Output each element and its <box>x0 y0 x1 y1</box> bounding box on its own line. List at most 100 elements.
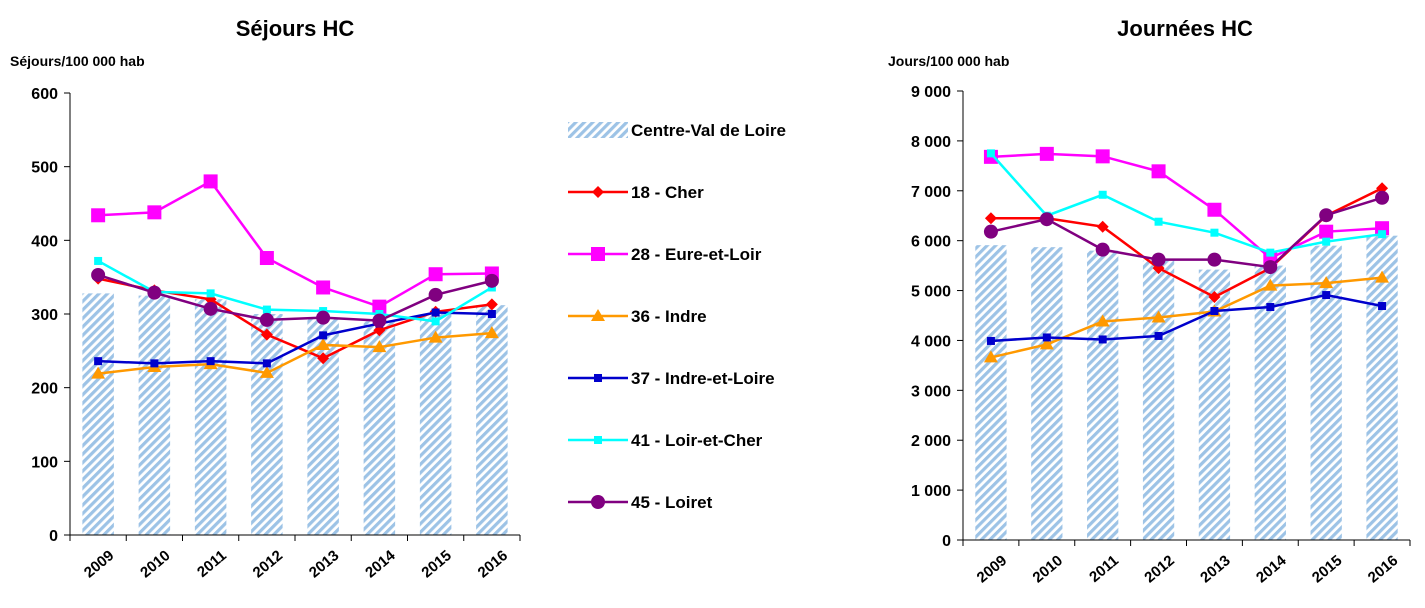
y-tick-label: 5 000 <box>911 284 951 301</box>
marker <box>91 267 106 282</box>
y-tick-label: 500 <box>31 160 58 177</box>
bar <box>1031 247 1063 540</box>
marker <box>1263 260 1278 275</box>
marker <box>1154 217 1163 226</box>
marker <box>1263 278 1278 291</box>
x-tick-label: 2013 <box>1197 552 1233 586</box>
legend-marker <box>594 374 602 382</box>
bar <box>1366 235 1398 540</box>
marker <box>1378 230 1387 239</box>
marker <box>428 287 443 302</box>
line <box>990 293 1383 343</box>
marker <box>259 251 274 266</box>
marker <box>259 365 274 378</box>
marker <box>316 310 331 325</box>
marker <box>317 352 330 365</box>
marker <box>147 205 162 220</box>
marker <box>316 337 331 350</box>
x-tick-label: 2010 <box>1030 552 1066 586</box>
bar <box>138 295 171 535</box>
marker <box>1376 182 1389 195</box>
legend-marker <box>591 495 605 509</box>
x-tick-label: 2015 <box>418 547 454 581</box>
marker <box>1095 242 1110 257</box>
x-tick-label: 2009 <box>81 547 117 581</box>
marker <box>1207 202 1222 217</box>
line <box>990 276 1383 359</box>
marker <box>91 366 106 379</box>
marker <box>147 285 162 300</box>
line <box>97 331 492 375</box>
marker <box>262 305 271 314</box>
y-tick-label: 100 <box>31 454 58 471</box>
marker <box>1042 333 1051 342</box>
x-tick-label: 2009 <box>974 552 1010 586</box>
x-tick-label: 2011 <box>194 547 230 581</box>
marker <box>984 212 997 225</box>
y-tick-label: 3 000 <box>911 383 951 400</box>
marker <box>1208 291 1221 304</box>
bar <box>975 245 1007 540</box>
legend-label: 18 - Cher <box>631 183 704 202</box>
x-tick-label: 2011 <box>1086 552 1122 586</box>
marker <box>1266 248 1275 257</box>
y-tick-label: 0 <box>49 528 58 545</box>
line <box>97 259 493 323</box>
line <box>97 273 493 322</box>
bar <box>251 314 283 535</box>
marker <box>1319 208 1334 223</box>
marker <box>1266 303 1275 312</box>
marker <box>372 340 387 353</box>
bar <box>476 305 508 535</box>
marker <box>1095 149 1110 164</box>
legend-marker <box>592 186 604 198</box>
marker <box>1151 252 1166 267</box>
marker <box>986 336 995 345</box>
y-tick-label: 0 <box>942 533 951 550</box>
marker <box>91 208 106 223</box>
bar <box>1254 265 1286 540</box>
line <box>990 152 1383 254</box>
marker <box>428 267 443 282</box>
marker <box>206 357 215 366</box>
x-tick-label: 2016 <box>475 547 511 581</box>
marker <box>262 359 271 368</box>
bar <box>1142 260 1175 540</box>
line <box>990 152 1383 260</box>
legend-marker <box>591 247 605 261</box>
legend-label: 45 - Loiret <box>631 493 713 512</box>
x-tick-label: 2016 <box>1365 552 1401 586</box>
chart-title: Journées HC <box>1117 16 1253 41</box>
y-tick-label: 9 000 <box>911 84 951 101</box>
y-axis-label: Séjours/100 000 hab <box>10 53 145 69</box>
y-tick-label: 400 <box>31 233 58 250</box>
marker <box>316 280 331 295</box>
legend-label: 36 - Indre <box>631 307 707 326</box>
x-tick-label: 2014 <box>362 547 399 582</box>
marker <box>485 298 498 311</box>
marker <box>1210 228 1219 237</box>
y-tick-label: 300 <box>31 307 58 324</box>
marker <box>260 328 273 341</box>
marker <box>1154 331 1163 340</box>
line <box>98 179 492 308</box>
marker <box>431 317 440 326</box>
x-tick-label: 2013 <box>306 547 342 581</box>
bar <box>363 321 396 535</box>
legend-label: 37 - Indre-et-Loire <box>631 369 775 388</box>
marker <box>203 301 218 316</box>
bar <box>419 314 452 535</box>
legend-marker <box>594 436 602 444</box>
marker <box>1322 291 1331 300</box>
marker <box>1039 146 1054 161</box>
marker <box>1322 237 1331 246</box>
x-tick-label: 2012 <box>1141 552 1177 586</box>
marker <box>94 256 103 265</box>
line <box>990 196 1383 269</box>
y-tick-label: 600 <box>31 86 58 103</box>
x-tick-label: 2010 <box>137 547 173 581</box>
marker <box>1096 220 1109 233</box>
chart-title: Séjours HC <box>236 16 355 41</box>
y-tick-label: 1 000 <box>911 483 951 500</box>
legend-swatch <box>568 122 628 138</box>
